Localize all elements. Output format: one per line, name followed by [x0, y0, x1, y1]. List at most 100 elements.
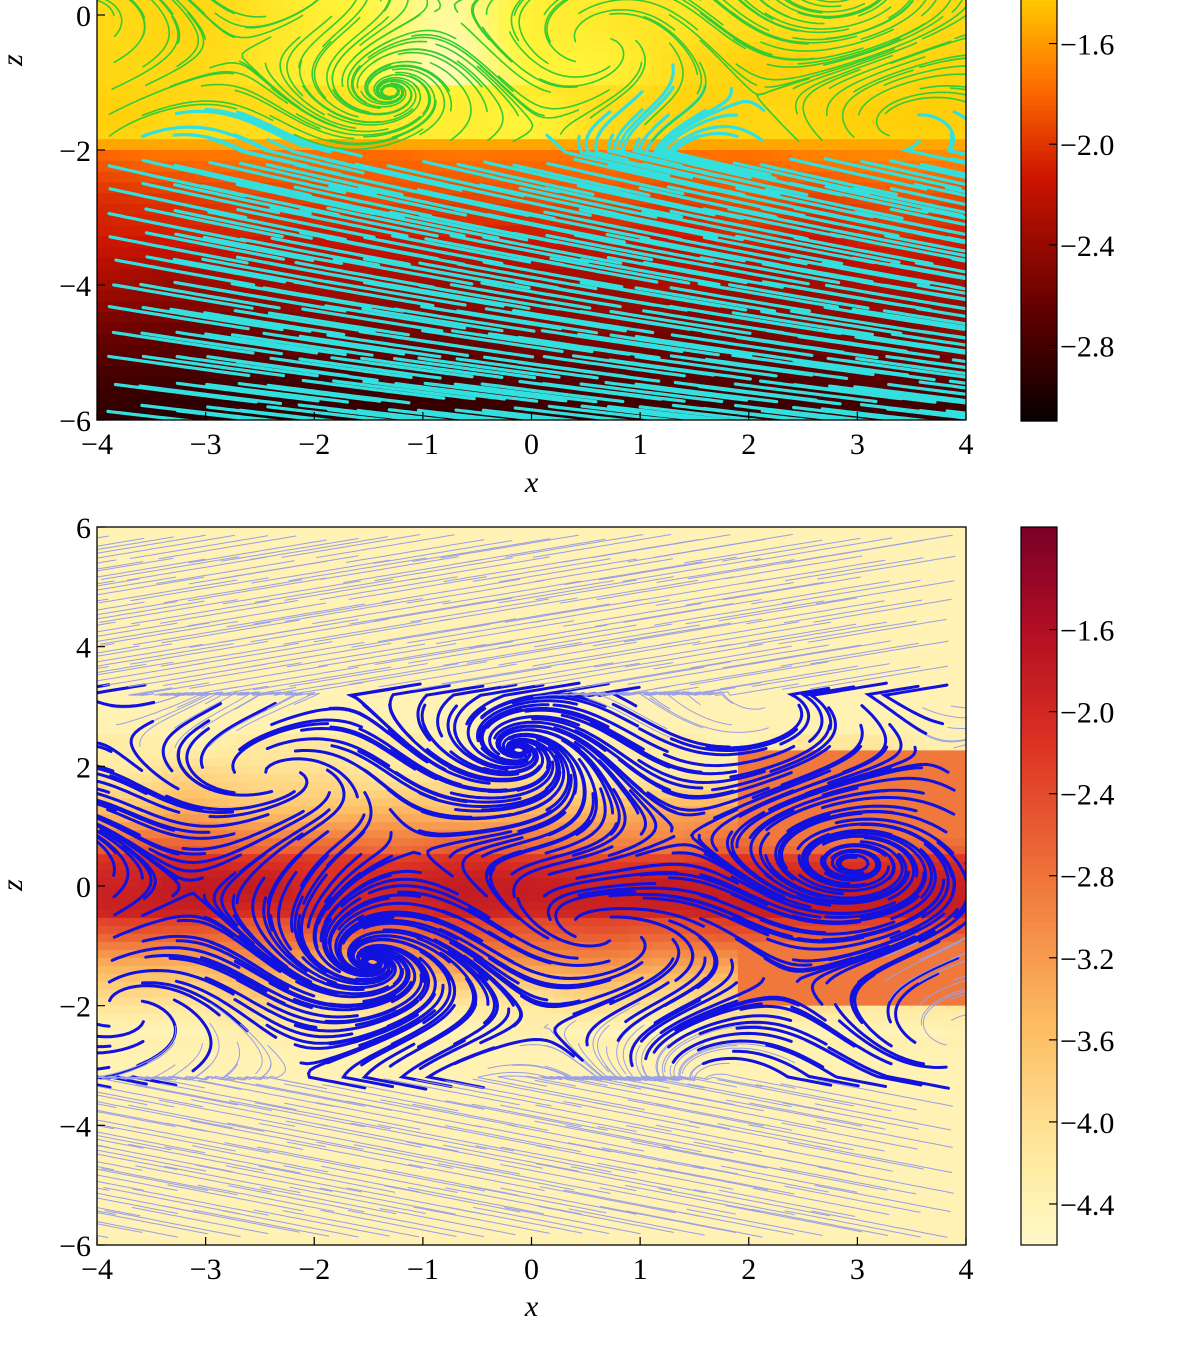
streamline	[546, 882, 657, 921]
streamline	[174, 691, 250, 748]
streamline	[789, 257, 931, 286]
streamline	[539, 38, 625, 88]
streamline	[254, 579, 394, 603]
streamline	[717, 623, 857, 648]
streamline	[656, 1103, 793, 1131]
streamline	[921, 330, 966, 340]
streamline	[584, 110, 657, 170]
streamline	[269, 262, 411, 290]
streamline	[639, 872, 769, 906]
streamline	[97, 815, 207, 856]
streamline	[236, 110, 363, 158]
streamline	[284, 1083, 421, 1111]
streamline	[97, 741, 144, 772]
streamline	[718, 597, 857, 622]
streamline	[231, 722, 330, 774]
streamline	[97, 829, 144, 880]
streamline	[705, 995, 827, 1022]
x-axis-label: x	[524, 1290, 539, 1323]
streamline	[486, 213, 626, 244]
streamline	[512, 231, 654, 262]
streamline	[532, 642, 671, 667]
streamline	[140, 331, 283, 356]
streamline	[733, 382, 878, 404]
streamline	[880, 683, 949, 726]
streamline	[498, 641, 637, 666]
streamline	[293, 185, 433, 218]
streamline	[859, 822, 954, 878]
streamline	[453, 683, 545, 736]
panel-bottom: −4−3−2−101234−6−4−20246xz−1.6−2.0−2.4−2.…	[0, 512, 1114, 1323]
streamline	[609, 309, 752, 335]
streamline	[97, 1042, 176, 1079]
streamline	[643, 15, 703, 95]
streamline	[488, 956, 612, 990]
streamline	[346, 930, 423, 972]
streamline	[852, 908, 959, 965]
streamline	[534, 623, 673, 648]
streamline	[346, 682, 422, 730]
streamline	[544, 787, 607, 855]
streamline	[821, 776, 956, 797]
streamline	[394, 382, 539, 403]
streamline	[760, 309, 903, 335]
streamline	[197, 1184, 335, 1212]
streamline	[138, 384, 283, 406]
streamline	[144, 12, 205, 87]
streamline	[509, 31, 611, 78]
streamline	[192, 1209, 330, 1237]
streamline	[264, 757, 359, 799]
streamline	[560, 61, 643, 135]
streamline	[702, 207, 842, 239]
streamline	[653, 958, 735, 1025]
streamline	[266, 383, 411, 405]
streamline	[202, 235, 344, 265]
streamline	[786, 804, 918, 833]
x-tick-label: −1	[407, 1253, 439, 1286]
streamline	[107, 305, 250, 331]
colorbar-tick-label: −3.6	[1060, 1025, 1114, 1058]
streamline	[754, 537, 893, 562]
streamline	[592, 622, 731, 647]
streamline	[526, 1075, 576, 1087]
streamline	[239, 808, 331, 874]
streamline	[854, 335, 966, 355]
streamline	[348, 29, 457, 76]
streamline	[563, 603, 702, 627]
streamline	[475, 1145, 612, 1173]
streamline	[664, 1024, 762, 1073]
streamline	[480, 281, 622, 309]
streamline	[244, 0, 319, 29]
streamline	[792, 405, 918, 420]
streamline	[445, 1080, 582, 1108]
streamline	[579, 382, 724, 404]
streamline	[475, 580, 615, 604]
streamline	[254, 1102, 391, 1130]
streamline	[884, 96, 966, 115]
streamline	[775, 0, 880, 18]
streamline	[386, 164, 525, 198]
streamline	[634, 382, 779, 404]
streamline	[347, 1210, 484, 1238]
streamline	[284, 598, 424, 622]
streamline	[107, 968, 235, 996]
streamline	[922, 707, 966, 719]
streamline	[889, 262, 966, 280]
streamline	[363, 235, 504, 265]
streamline	[760, 206, 900, 238]
streamline	[787, 1142, 924, 1170]
streamline	[160, 1083, 297, 1111]
streamline	[759, 0, 791, 18]
streamline	[921, 842, 950, 919]
streamline	[239, 161, 378, 196]
streamline	[796, 871, 910, 905]
streamline	[565, 1125, 702, 1153]
streamline	[802, 68, 861, 141]
x-tick-label: 1	[633, 428, 648, 461]
streamline	[734, 403, 876, 420]
streamline	[239, 237, 380, 267]
streamline	[654, 665, 793, 690]
streamline	[748, 786, 859, 840]
streamline	[220, 666, 359, 691]
streamline	[500, 1187, 637, 1215]
